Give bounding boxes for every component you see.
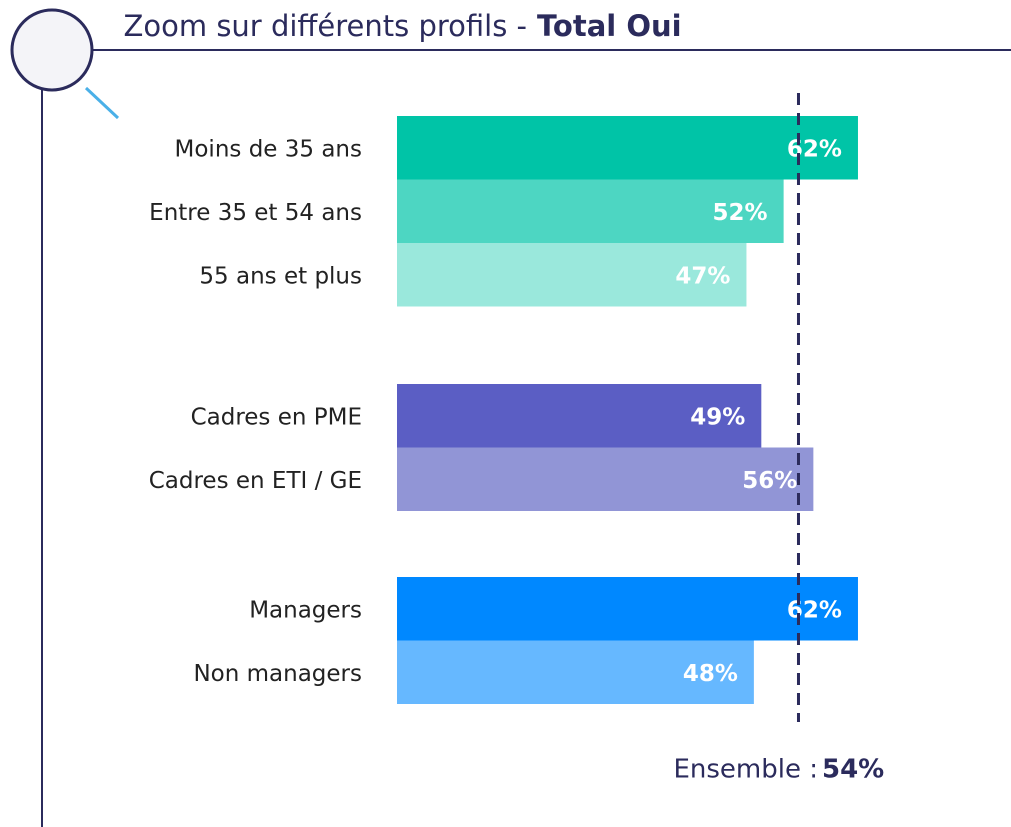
bar [397,116,858,180]
magnifier-lens [10,8,94,92]
category-label: Entre 35 et 54 ans [149,200,362,226]
value-label: 52% [713,200,768,226]
bar [397,384,762,448]
value-label: 62% [787,136,842,162]
bar [397,640,754,704]
value-label: 62% [787,597,842,623]
bar [397,447,814,511]
reference-label: Ensemble : [673,755,818,785]
value-label: 49% [690,404,745,430]
value-label: 56% [742,468,797,494]
magnifier-handle [84,86,120,120]
category-label: Managers [249,597,362,623]
category-label: Cadres en ETI / GE [149,468,362,494]
bar [397,577,858,641]
category-label: Non managers [193,661,362,687]
reference-value: 54% [822,755,884,785]
category-label: 55 ans et plus [199,263,362,289]
chart-title-emphasis: Total Oui [537,9,682,43]
bar [397,179,784,243]
chart-title: Zoom sur différents profils - [124,9,528,43]
category-label: Cadres en PME [191,404,362,430]
value-label: 47% [675,263,730,289]
category-label: Moins de 35 ans [175,136,362,162]
value-label: 48% [683,661,738,687]
bar [397,243,747,307]
